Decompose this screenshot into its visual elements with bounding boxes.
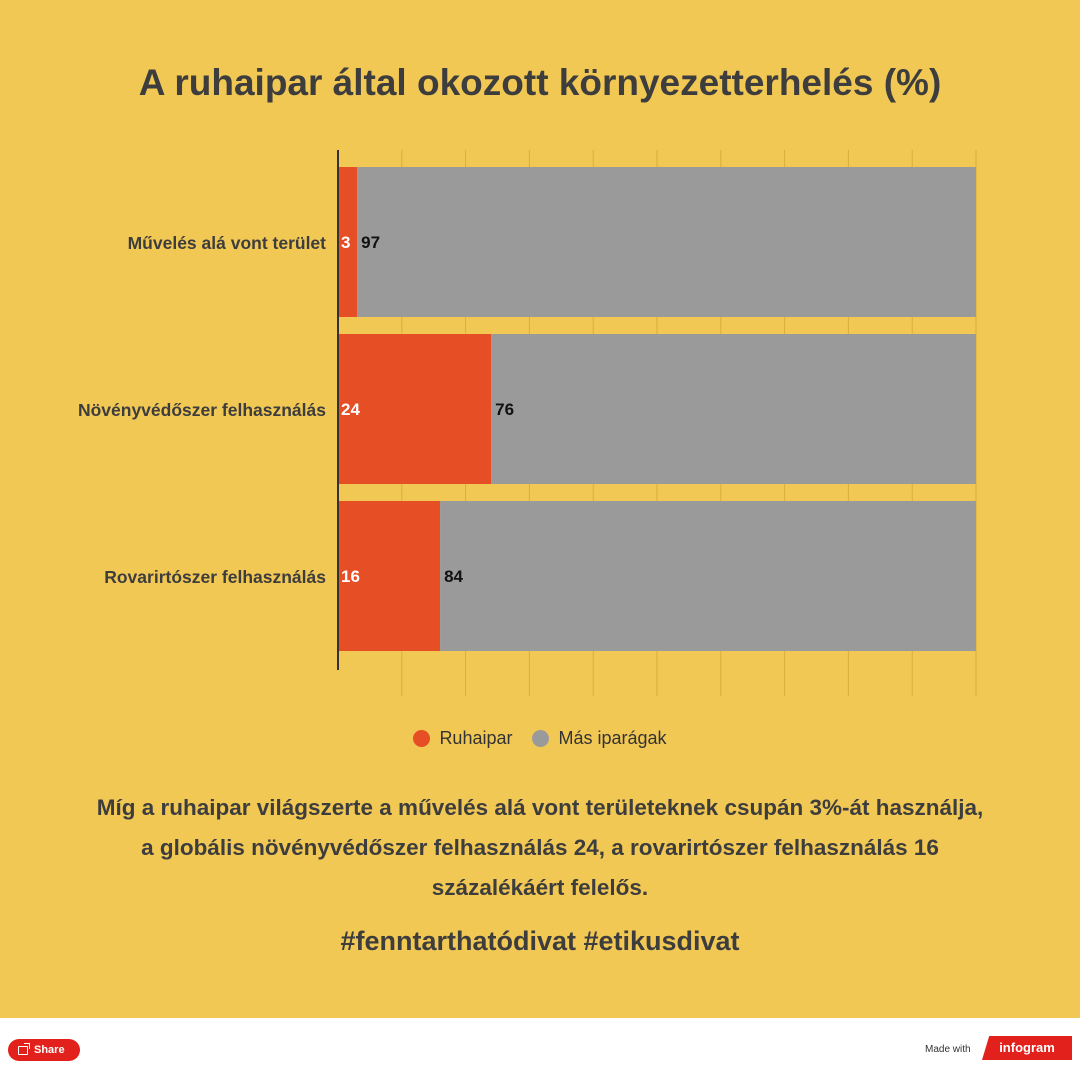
category-label: Növényvédőszer felhasználás xyxy=(78,400,326,420)
x-tick-label: 90% xyxy=(889,707,923,710)
footer-bar: Share xyxy=(0,1018,1080,1080)
hashtags: #fenntarthatódivat #etikusdivat xyxy=(340,926,740,956)
x-tick-label: 40% xyxy=(570,707,604,710)
legend-dot-ruhaipar xyxy=(413,730,431,747)
made-with-label: Made with xyxy=(925,1044,971,1055)
bar-ruhaipar xyxy=(338,501,441,651)
x-tick-label: 0% xyxy=(307,707,332,710)
stacked-bar-chart: 0% 10% 20% 30% 40% 50% 60% 70% 80% 90% 100% 3 97 Műve… xyxy=(78,150,989,710)
category-label: Művelés alá vont terület xyxy=(128,233,327,253)
legend-label-ruhaipar: Ruhaipar xyxy=(439,728,513,748)
chart-legend: Ruhaipar Más iparágak xyxy=(0,728,1080,749)
legend-item-mas-iparagak[interactable]: Más iparágak xyxy=(532,728,667,749)
x-tick-label: 10% xyxy=(379,707,413,710)
chart-title: A ruhaipar által okozott környezetterhel… xyxy=(138,62,942,103)
bar-mas-iparagak xyxy=(440,501,977,651)
bar-ruhaipar xyxy=(338,167,358,317)
infographic-canvas: A ruhaipar által okozott környezetterhel… xyxy=(0,0,1080,1018)
bar-mas-iparagak xyxy=(491,334,976,484)
data-label: 84 xyxy=(444,567,463,586)
x-tick-label: 30% xyxy=(506,707,540,710)
share-button[interactable]: Share xyxy=(8,1039,80,1061)
description-text: Míg a ruhaipar világszerte a művelés alá… xyxy=(96,795,984,900)
legend-item-ruhaipar[interactable]: Ruhaipar xyxy=(413,728,512,749)
data-label: 24 xyxy=(341,400,360,419)
x-tick-label: 70% xyxy=(762,707,796,710)
share-icon xyxy=(18,1042,30,1055)
x-tick-label: 60% xyxy=(698,707,732,710)
category-label: Rovarirtószer felhasználás xyxy=(104,567,326,587)
data-label: 97 xyxy=(361,233,380,252)
share-label: Share xyxy=(34,1044,65,1056)
infogram-logo[interactable]: infogram xyxy=(982,1036,1072,1060)
legend-label-mas-iparagak: Más iparágak xyxy=(558,728,667,748)
x-tick-label: 80% xyxy=(825,707,859,710)
x-tick-label: 50% xyxy=(634,707,668,710)
bar-ruhaipar xyxy=(338,334,492,484)
x-tick-label: 100% xyxy=(946,707,989,710)
data-label: 16 xyxy=(341,567,360,586)
legend-dot-mas-iparagak xyxy=(532,730,550,747)
x-tick-label: 20% xyxy=(443,707,477,710)
data-label: 76 xyxy=(495,400,514,419)
bar-mas-iparagak xyxy=(357,167,976,317)
data-label: 3 xyxy=(341,233,350,252)
